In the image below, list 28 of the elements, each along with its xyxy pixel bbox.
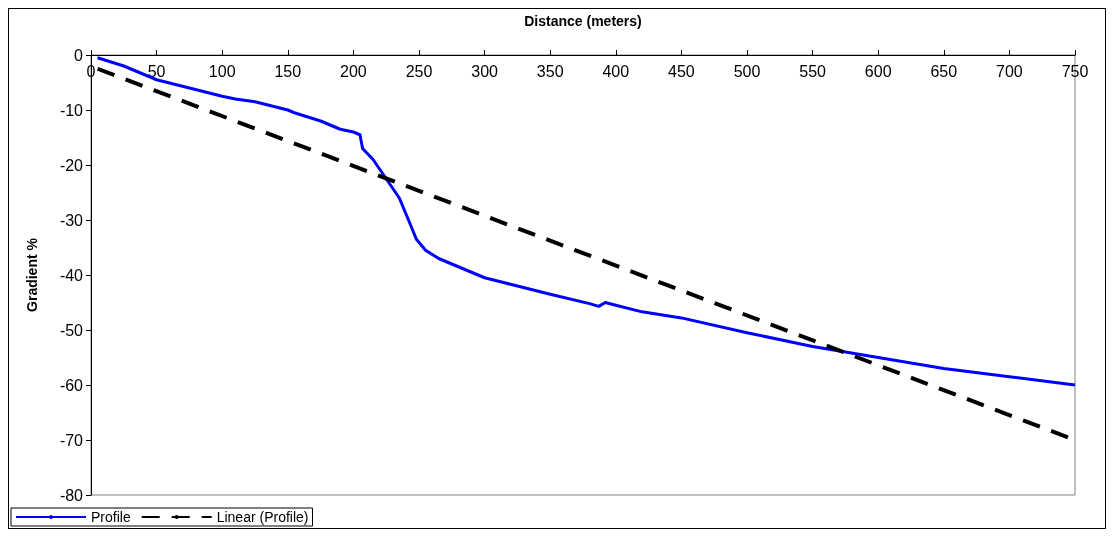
x-tick-label: 600 bbox=[864, 62, 892, 80]
x-tick-label: 300 bbox=[471, 62, 499, 80]
y-tick-label: -60 bbox=[59, 376, 84, 394]
legend-label: Profile bbox=[91, 509, 131, 525]
y-tick-label: -40 bbox=[59, 266, 84, 284]
x-tick-label: 650 bbox=[930, 62, 958, 80]
y-tick-label: -50 bbox=[59, 321, 84, 339]
y-tick-label: -10 bbox=[59, 101, 84, 119]
y-tick-label: -30 bbox=[59, 211, 84, 229]
y-tick-label: -70 bbox=[59, 431, 84, 449]
x-tick-label: 550 bbox=[799, 62, 827, 80]
x-tick-label: 150 bbox=[274, 62, 302, 80]
x-tick-label: 250 bbox=[405, 62, 433, 80]
x-axis-title: Distance (meters) bbox=[524, 13, 642, 29]
x-tick-label: 350 bbox=[536, 62, 564, 80]
y-tick-label: -80 bbox=[59, 486, 84, 504]
x-tick-label: 200 bbox=[340, 62, 367, 80]
x-tick-label: 100 bbox=[208, 62, 236, 80]
x-tick-label: 400 bbox=[602, 62, 630, 80]
x-tick-label: 50 bbox=[147, 62, 166, 80]
x-tick-label: 500 bbox=[733, 62, 761, 80]
legend-label: Linear (Profile) bbox=[216, 509, 309, 525]
x-tick-label: 450 bbox=[668, 62, 695, 80]
y-tick-label: -20 bbox=[59, 156, 84, 174]
y-tick-label: 0 bbox=[74, 46, 84, 64]
y-axis-title: Gradient % bbox=[24, 237, 40, 312]
x-tick-label: 750 bbox=[1061, 62, 1089, 80]
x-tick-label: 700 bbox=[996, 62, 1023, 80]
